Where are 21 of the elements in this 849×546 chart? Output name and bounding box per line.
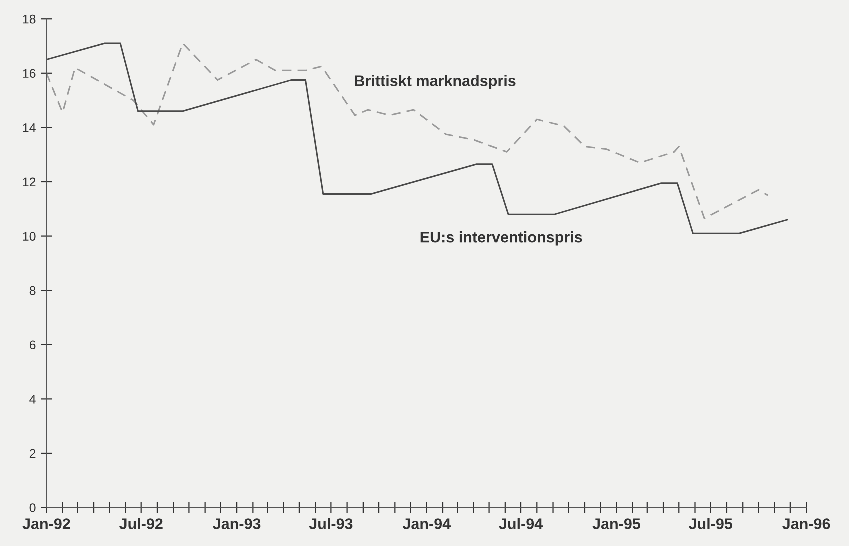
series-label: Brittiskt marknadspris <box>355 75 516 90</box>
y-tick-label: 14 <box>23 124 36 132</box>
y-tick-label: 12 <box>23 178 36 187</box>
x-tick-label: Jan-96 <box>782 518 830 530</box>
series-label: EU:s interventionspris <box>420 232 582 246</box>
x-tick-label: Jul-94 <box>499 518 544 530</box>
x-tick-label: Jan-95 <box>592 518 640 530</box>
y-tick-label: 18 <box>23 14 36 24</box>
y-tick-label: 8 <box>30 286 36 296</box>
y-tick-label: 16 <box>23 69 36 78</box>
x-tick-label: Jan-94 <box>402 518 452 530</box>
y-tick-label: 10 <box>23 232 36 241</box>
y-tick-label: 0 <box>30 504 36 512</box>
y-tick-label: 2 <box>30 449 36 458</box>
x-tick-label: Jul-92 <box>120 518 163 530</box>
x-tick-label: Jan-93 <box>213 518 261 530</box>
y-tick-label: 4 <box>30 395 36 404</box>
x-tick-label: Jul-95 <box>689 518 733 530</box>
y-tick-label: 6 <box>30 340 36 350</box>
x-tick-label: Jan-92 <box>22 518 70 530</box>
x-tick-label: Jul-93 <box>309 518 353 530</box>
